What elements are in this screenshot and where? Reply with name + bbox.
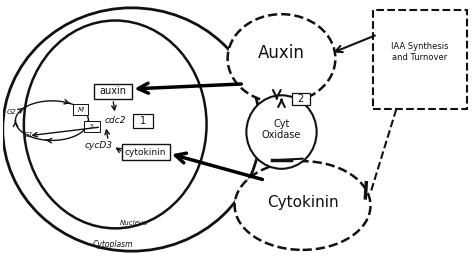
Text: Auxin: Auxin (258, 45, 305, 62)
Text: 1: 1 (140, 116, 146, 126)
FancyBboxPatch shape (292, 93, 310, 105)
Text: 2: 2 (298, 94, 304, 104)
Text: G1: G1 (24, 132, 33, 138)
Text: IAA Synthesis
and Turnover: IAA Synthesis and Turnover (391, 42, 448, 62)
Ellipse shape (246, 95, 317, 169)
FancyBboxPatch shape (133, 114, 153, 128)
Ellipse shape (235, 161, 371, 250)
Text: cytokinin: cytokinin (125, 148, 166, 157)
Text: S: S (90, 124, 94, 129)
Text: Cyt
Oxidase: Cyt Oxidase (262, 119, 301, 140)
Text: Cytokinin: Cytokinin (267, 196, 338, 211)
Bar (373, 10, 466, 109)
Text: cycD3: cycD3 (85, 141, 113, 150)
FancyBboxPatch shape (94, 84, 132, 99)
Text: M: M (77, 107, 83, 113)
FancyBboxPatch shape (84, 121, 100, 132)
Ellipse shape (228, 14, 336, 103)
Text: cdc2: cdc2 (104, 116, 126, 125)
Ellipse shape (24, 20, 207, 228)
FancyBboxPatch shape (73, 104, 89, 115)
Text: auxin: auxin (100, 87, 127, 97)
FancyBboxPatch shape (122, 145, 170, 160)
Text: G2: G2 (7, 109, 17, 115)
Text: Cytoplasm: Cytoplasm (92, 240, 133, 249)
Text: Nucleus: Nucleus (120, 220, 148, 226)
